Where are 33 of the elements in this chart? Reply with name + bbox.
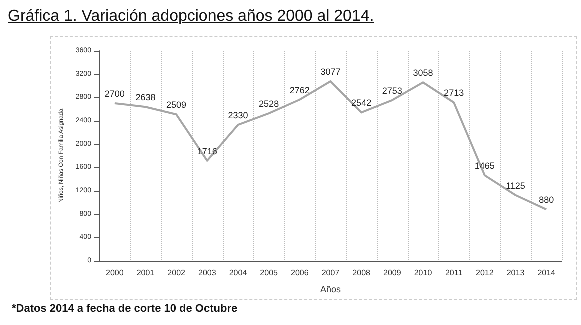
data-label: 880 [539, 195, 554, 206]
data-label: 2509 [166, 100, 187, 110]
data-label: 3058 [413, 68, 434, 78]
data-label: 2753 [382, 86, 402, 96]
x-tick-label: 2014 [538, 268, 556, 278]
x-tick-label: 2002 [168, 268, 186, 278]
x-tick-label: 2006 [291, 268, 310, 278]
x-tick-label: 2005 [260, 268, 279, 278]
text: *Datos 2014 a fecha de corte 10 de Octubre [12, 303, 238, 315]
data-label: 2713 [444, 88, 464, 98]
data-label: 2542 [352, 98, 372, 108]
data-label: 2700 [104, 89, 125, 99]
x-tick-label: 2011 [445, 268, 464, 278]
data-label: 3077 [320, 67, 341, 78]
data-label: 2330 [228, 110, 248, 121]
data-label: 1716 [197, 146, 218, 156]
x-tick-label: 2009 [384, 268, 402, 278]
data-label: 2762 [290, 85, 310, 96]
data-label: 1465 [474, 161, 495, 172]
x-tick-label: 2004 [229, 268, 248, 278]
x-tick-label: 2003 [198, 268, 217, 278]
x-tick-label: 2001 [136, 268, 156, 278]
x-tick-label: 2000 [106, 268, 124, 278]
x-tick-label: 2007 [322, 268, 340, 278]
x-tick-label: 2008 [352, 268, 372, 278]
x-tick-label: 2012 [476, 268, 494, 278]
data-label: 1125 [506, 180, 526, 191]
x-tick-label: 2013 [506, 268, 526, 278]
x-tick-label: 2010 [414, 268, 433, 278]
x-axis-title: Años [320, 284, 342, 294]
data-label: 2528 [259, 99, 280, 110]
chart-title: Gráfica 1. Variación adopciones años 2000 al 2014. [8, 8, 374, 26]
data-label: 2638 [136, 92, 156, 103]
